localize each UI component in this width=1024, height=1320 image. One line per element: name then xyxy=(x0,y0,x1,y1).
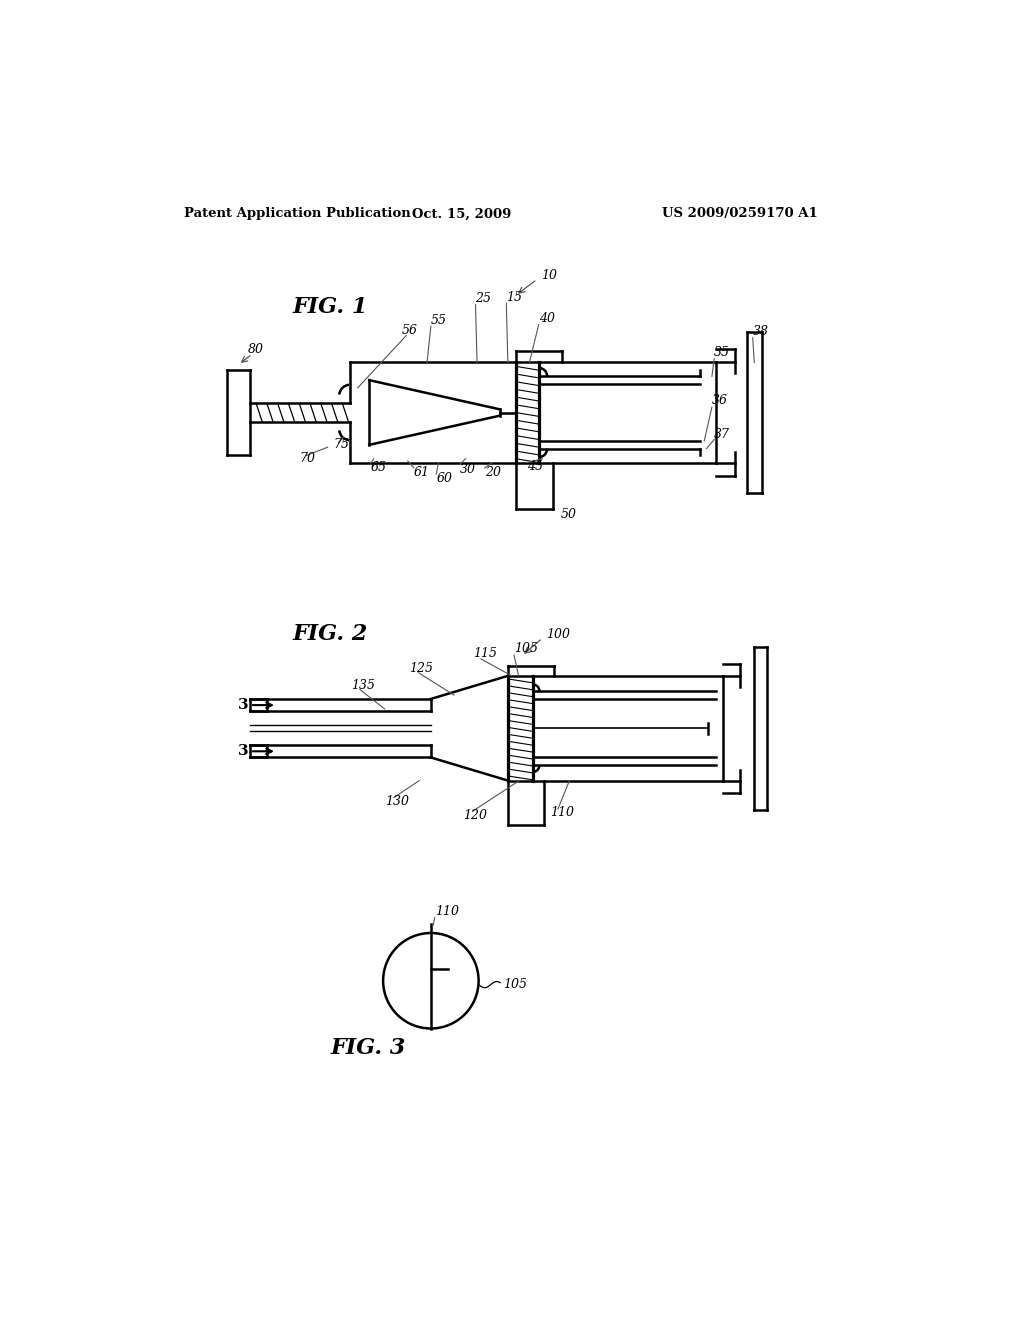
Text: 125: 125 xyxy=(410,661,433,675)
Text: FIG. 1: FIG. 1 xyxy=(292,296,368,318)
Text: 37: 37 xyxy=(714,428,730,441)
Text: 65: 65 xyxy=(371,462,387,474)
Text: 3: 3 xyxy=(239,698,249,711)
Text: FIG. 2: FIG. 2 xyxy=(292,623,368,645)
Text: 105: 105 xyxy=(503,978,527,991)
Text: 36: 36 xyxy=(712,395,728,408)
Text: 25: 25 xyxy=(475,292,492,305)
Text: 110: 110 xyxy=(435,906,459,917)
Text: 20: 20 xyxy=(484,466,501,479)
Text: 15: 15 xyxy=(506,290,522,304)
Text: 45: 45 xyxy=(527,459,543,473)
Text: 105: 105 xyxy=(514,643,538,656)
Text: 135: 135 xyxy=(351,678,375,692)
Text: 75: 75 xyxy=(334,438,350,451)
Text: 110: 110 xyxy=(550,807,574,820)
Text: 120: 120 xyxy=(463,809,487,822)
Text: 70: 70 xyxy=(300,453,316,465)
Text: 40: 40 xyxy=(539,312,555,325)
Text: US 2009/0259170 A1: US 2009/0259170 A1 xyxy=(662,207,817,220)
Text: 30: 30 xyxy=(460,463,476,477)
Text: 80: 80 xyxy=(248,343,263,356)
Text: 55: 55 xyxy=(431,314,446,326)
Text: Oct. 15, 2009: Oct. 15, 2009 xyxy=(412,207,511,220)
Text: 3: 3 xyxy=(239,744,249,758)
Text: 60: 60 xyxy=(436,473,453,486)
Text: 38: 38 xyxy=(753,325,769,338)
Text: 50: 50 xyxy=(560,508,577,520)
Text: 115: 115 xyxy=(473,647,498,660)
Text: 56: 56 xyxy=(401,325,418,338)
Text: 35: 35 xyxy=(714,346,730,359)
Text: 61: 61 xyxy=(414,466,430,479)
Text: 10: 10 xyxy=(541,269,557,282)
Text: Patent Application Publication: Patent Application Publication xyxy=(184,207,412,220)
Text: 130: 130 xyxy=(385,795,409,808)
Text: FIG. 3: FIG. 3 xyxy=(331,1036,407,1059)
Text: 100: 100 xyxy=(547,628,570,640)
